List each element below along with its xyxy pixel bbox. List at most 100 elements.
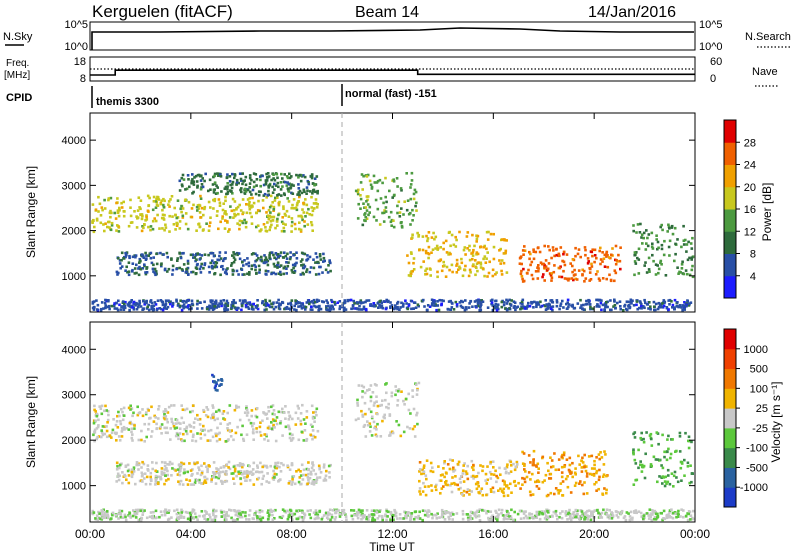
echo-cell <box>443 510 447 513</box>
echo-cell <box>580 510 584 513</box>
echo-cell <box>127 474 131 477</box>
echo-cell <box>440 515 444 519</box>
echo-cell <box>571 264 574 268</box>
echo-cell <box>532 250 536 253</box>
echo-cell <box>108 226 111 229</box>
echo-cell <box>269 194 273 198</box>
echo-cell <box>297 438 301 442</box>
echo-cell <box>360 173 364 176</box>
echo-cell <box>194 266 198 269</box>
echo-cell <box>212 198 215 202</box>
echo-cell <box>419 265 423 269</box>
echo-cell <box>365 517 368 521</box>
echo-cell <box>503 238 506 241</box>
echo-cell <box>275 172 279 176</box>
echo-cell <box>558 307 561 311</box>
echo-cell <box>299 260 303 263</box>
echo-cell <box>429 274 432 277</box>
echo-cell <box>97 210 100 213</box>
echo-cell <box>553 264 556 267</box>
echo-cell <box>210 518 213 522</box>
echo-cell <box>278 200 281 204</box>
echo-cell <box>178 470 181 474</box>
echo-cell <box>406 307 410 311</box>
echo-cell <box>273 465 277 469</box>
echo-cell <box>288 257 292 261</box>
echo-cell <box>371 304 375 308</box>
echo-cell <box>396 517 399 520</box>
echo-cell <box>397 388 401 391</box>
echo-cell <box>115 468 119 471</box>
echo-cell <box>106 410 110 413</box>
echo-cell <box>589 472 592 476</box>
echo-cell <box>261 199 265 202</box>
echo-cell <box>423 513 427 517</box>
echo-cell <box>635 231 638 234</box>
echo-cell <box>197 466 200 469</box>
echo-cell <box>524 510 527 513</box>
echo-cell <box>473 511 477 515</box>
echo-cell <box>178 473 182 477</box>
echo-cell <box>371 415 374 419</box>
echo-cell <box>203 433 207 437</box>
echo-cell <box>274 252 278 255</box>
echo-cell <box>293 308 296 311</box>
echo-cell <box>650 518 654 522</box>
echo-cell <box>382 220 386 223</box>
echo-cell <box>297 301 300 305</box>
echo-cell <box>268 228 271 232</box>
echo-cell <box>199 271 203 274</box>
echo-cell <box>295 470 298 473</box>
echo-cell <box>302 188 306 192</box>
echo-cell <box>122 200 125 204</box>
echo-cell <box>672 306 676 309</box>
echo-cell <box>453 468 457 472</box>
echo-cell <box>315 478 319 481</box>
echo-cell <box>400 390 403 393</box>
echo-cell <box>451 302 454 305</box>
echo-cell <box>576 252 580 256</box>
echo-cell <box>481 509 484 512</box>
echo-cell <box>609 308 612 312</box>
echo-cell <box>171 215 174 218</box>
echo-cell <box>393 306 396 310</box>
echo-cell <box>222 513 226 517</box>
echo-cell <box>319 258 323 261</box>
echo-cell <box>469 514 472 518</box>
echo-cell <box>181 408 185 411</box>
echo-cell <box>300 463 304 467</box>
echo-cell <box>103 516 107 520</box>
echo-cell <box>574 515 578 519</box>
echo-cell <box>600 299 603 302</box>
echo-cell <box>309 516 313 520</box>
echo-cell <box>586 514 589 517</box>
echo-cell <box>213 381 216 384</box>
echo-cell <box>341 509 345 513</box>
echo-cell <box>578 517 581 521</box>
echo-cell <box>283 265 287 269</box>
echo-cell <box>379 435 383 438</box>
echo-cell <box>160 307 163 311</box>
echo-cell <box>117 257 120 260</box>
echo-cell <box>207 265 211 269</box>
echo-cell <box>262 303 266 306</box>
echo-cell <box>167 511 170 514</box>
echo-cell <box>151 267 155 271</box>
echo-cell <box>185 407 189 411</box>
echo-cell <box>404 397 408 401</box>
echo-cell <box>431 466 434 469</box>
echo-cell <box>655 234 658 237</box>
echo-cell <box>252 483 256 486</box>
echo-cell <box>135 263 138 267</box>
echo-cell <box>463 308 467 312</box>
echo-cell <box>479 304 482 308</box>
echo-cell <box>218 254 221 258</box>
echo-cell <box>203 514 206 517</box>
echo-cell <box>302 266 305 270</box>
echo-cell <box>212 473 216 476</box>
echo-cell <box>215 265 219 269</box>
echo-cell <box>549 491 553 495</box>
echo-cell <box>143 223 146 227</box>
echo-cell <box>574 254 577 258</box>
echo-cell <box>309 266 313 269</box>
